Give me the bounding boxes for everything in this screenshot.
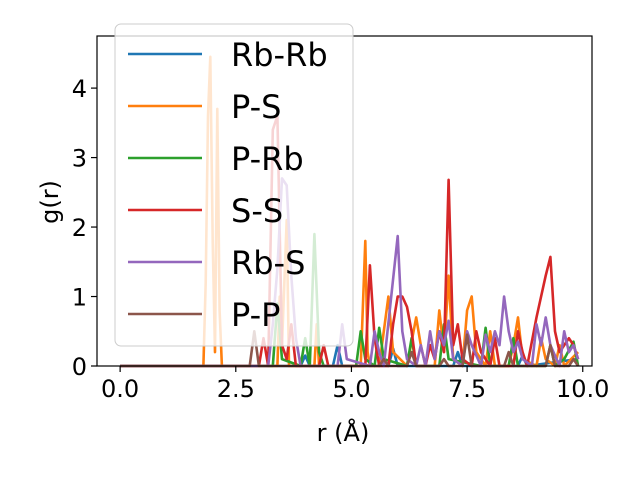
y-axis-label: g(r): [36, 180, 64, 224]
y-tick-label: 3: [72, 145, 87, 173]
y-tick-label: 4: [72, 75, 87, 103]
legend-box: [114, 23, 354, 347]
x-axis-label: r (Å): [317, 418, 370, 447]
x-tick-label: 0.0: [101, 375, 139, 403]
axes-layer: 0.0 2.5 5.0 7.5 10.0 0 1 2 3 4: [72, 35, 609, 403]
legend-label-rb-s: Rb-S: [231, 244, 305, 282]
legend-label-s-s: S-S: [231, 192, 283, 230]
x-tick-label: 10.0: [556, 375, 609, 403]
y-tick-label: 1: [72, 284, 87, 312]
x-tick-label: 2.5: [217, 375, 255, 403]
legend-label-p-p: P-P: [231, 296, 280, 334]
legend-label-p-rb: P-Rb: [231, 140, 304, 178]
x-tick-label: 7.5: [448, 375, 486, 403]
y-tick-label: 2: [72, 214, 87, 242]
legend: Rb-Rb P-S P-Rb S-S Rb-S P-P: [114, 23, 354, 347]
legend-label-rb-rb: Rb-Rb: [231, 36, 328, 74]
y-tick-label: 0: [72, 353, 87, 381]
x-tick-label: 5.0: [332, 375, 370, 403]
legend-label-p-s: P-S: [231, 88, 281, 126]
